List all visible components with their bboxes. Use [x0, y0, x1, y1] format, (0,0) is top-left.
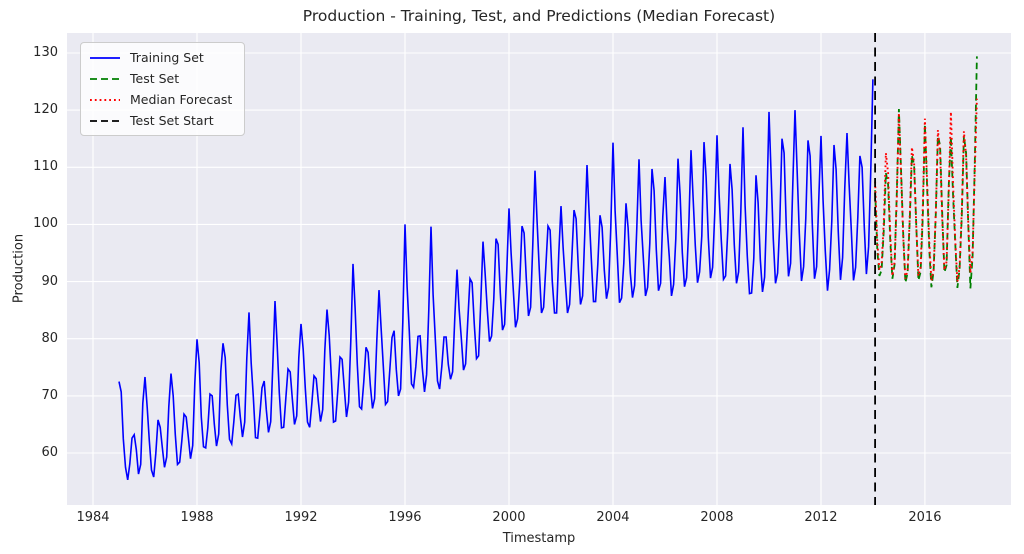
x-tick-label: 2000	[492, 510, 526, 525]
x-tick-label: 2016	[908, 510, 942, 525]
legend: Training Set Test Set Median Forecast Te…	[80, 42, 246, 136]
chart-title: Production - Training, Test, and Predict…	[302, 7, 776, 25]
test-set-line	[874, 56, 978, 289]
x-tick-label: 1988	[180, 510, 214, 525]
y-tick-label: 110	[33, 159, 58, 175]
test-set-start-line-swatch	[90, 119, 120, 122]
y-axis-label: Production	[11, 233, 27, 304]
legend-item-training-set: Training Set	[90, 47, 232, 68]
y-tick-label: 130	[33, 45, 58, 60]
y-tick-label: 70	[41, 387, 58, 403]
x-axis-label: Timestamp	[502, 531, 576, 546]
y-tick-label: 120	[33, 102, 58, 118]
legend-label: Test Set	[130, 71, 180, 86]
y-tick-label: 60	[41, 445, 58, 460]
legend-label: Median Forecast	[130, 92, 233, 107]
y-tick-label: 80	[41, 330, 58, 346]
median-forecast-line-swatch	[90, 98, 120, 101]
x-tick-label: 2012	[804, 510, 838, 525]
y-tick-label: 100	[33, 216, 58, 232]
x-tick-label: 1996	[388, 510, 422, 525]
test-set-line-swatch	[90, 77, 120, 80]
training-set-line-swatch	[90, 56, 120, 59]
training-set-line	[118, 79, 874, 481]
legend-label: Training Set	[130, 50, 204, 65]
legend-item-test-set: Test Set	[90, 68, 232, 89]
legend-item-median-forecast: Median Forecast	[90, 89, 232, 110]
median-forecast-line	[874, 98, 978, 282]
y-tick-label: 90	[41, 273, 58, 289]
legend-item-test-set-start: Test Set Start	[90, 110, 232, 131]
x-tick-label: 2008	[700, 510, 734, 525]
legend-label: Test Set Start	[130, 113, 214, 128]
x-tick-label: 1984	[76, 510, 110, 525]
x-tick-label: 1992	[284, 510, 318, 525]
x-tick-label: 2004	[596, 510, 630, 525]
